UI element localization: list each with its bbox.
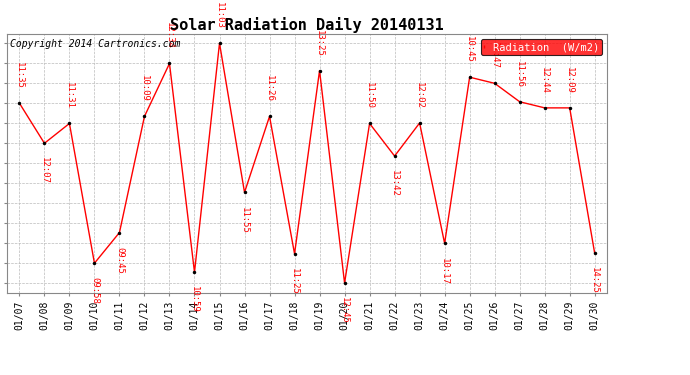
Text: 10:59: 10:59 xyxy=(190,286,199,313)
Text: 12:07: 12:07 xyxy=(40,158,49,184)
Text: 14:25: 14:25 xyxy=(590,267,599,294)
Text: 11:55: 11:55 xyxy=(240,207,249,234)
Text: 12:09: 12:09 xyxy=(565,67,574,94)
Text: 12:44: 12:44 xyxy=(540,67,549,94)
Title: Solar Radiation Daily 20140131: Solar Radiation Daily 20140131 xyxy=(170,16,444,33)
Text: 12:34: 12:34 xyxy=(165,22,174,50)
Text: 12:02: 12:02 xyxy=(415,82,424,109)
Text: 13:25: 13:25 xyxy=(315,30,324,56)
Text: 10:17: 10:17 xyxy=(440,258,449,284)
Text: 11:25: 11:25 xyxy=(290,268,299,295)
Text: 11:35: 11:35 xyxy=(15,62,24,89)
Text: 11:47: 11:47 xyxy=(490,42,499,69)
Text: 11:31: 11:31 xyxy=(65,82,74,109)
Text: Copyright 2014 Cartronics.com: Copyright 2014 Cartronics.com xyxy=(10,39,180,49)
Text: 11:56: 11:56 xyxy=(515,61,524,88)
Text: 12:45: 12:45 xyxy=(340,297,349,324)
Text: 09:58: 09:58 xyxy=(90,278,99,304)
Text: 13:42: 13:42 xyxy=(390,170,399,197)
Text: 11:50: 11:50 xyxy=(365,82,374,109)
Text: 11:26: 11:26 xyxy=(265,75,274,102)
Text: 11:03: 11:03 xyxy=(215,2,224,29)
Legend: Radiation  (W/m2): Radiation (W/m2) xyxy=(481,39,602,55)
Text: 09:45: 09:45 xyxy=(115,247,124,274)
Text: 10:45: 10:45 xyxy=(465,36,474,63)
Text: 10:09: 10:09 xyxy=(140,75,149,102)
